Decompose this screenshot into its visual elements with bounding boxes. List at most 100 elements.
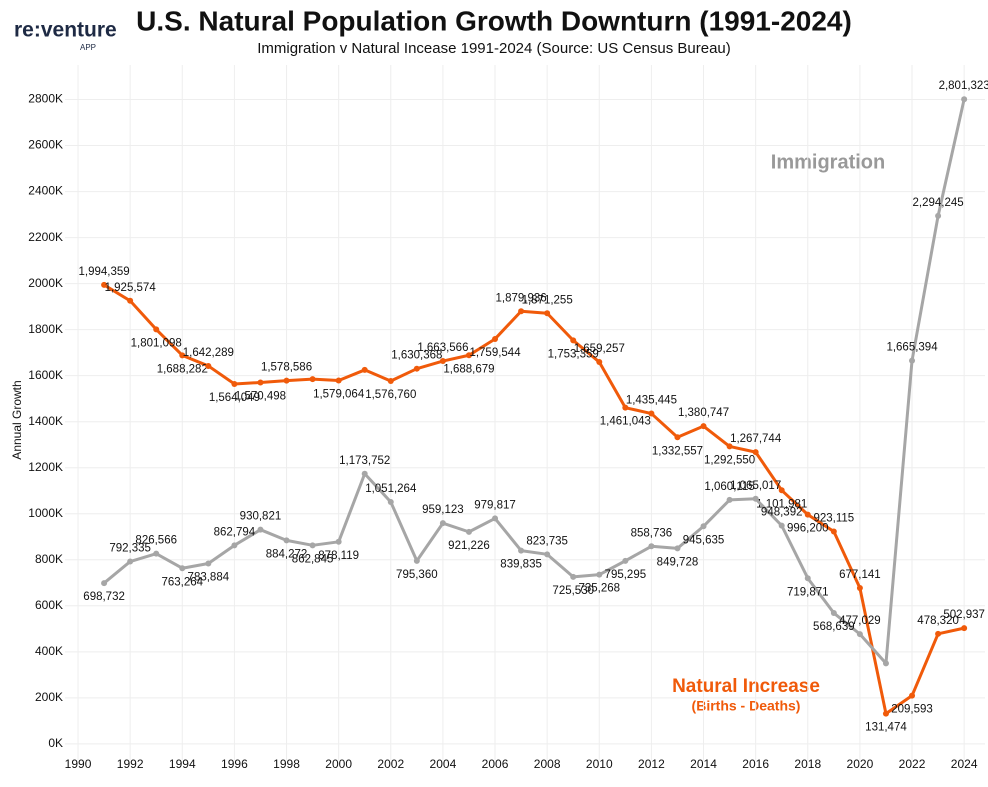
data-label: 930,821 (240, 511, 282, 523)
x-tick-label: 2022 (899, 757, 926, 771)
y-tick-label: 2400K (28, 184, 63, 198)
data-point (700, 523, 707, 530)
chart-subtitle: Immigration v Natural Incease 1991-2024 … (257, 40, 731, 57)
data-label: 1,994,359 (79, 266, 130, 278)
x-tick-label: 1994 (169, 757, 196, 771)
data-point (648, 543, 655, 550)
data-point (856, 585, 863, 592)
data-label: 2,294,245 (913, 197, 964, 209)
y-tick-label: 2800K (28, 92, 63, 106)
annotation: Immigration (771, 151, 885, 173)
data-label: 858,736 (631, 527, 673, 539)
x-tick-label: 1996 (221, 757, 248, 771)
data-label: 1,060,115 (704, 481, 754, 493)
data-point (101, 281, 108, 288)
data-label: 1,759,544 (469, 347, 521, 359)
data-label: 568,639 (813, 621, 855, 633)
data-point (882, 660, 889, 667)
data-label: 996,200 (787, 523, 829, 535)
chart-title: U.S. Natural Population Growth Downturn … (136, 5, 852, 36)
data-point (205, 560, 212, 567)
data-label: 1,267,744 (730, 433, 782, 445)
data-point (127, 558, 134, 565)
data-label: 502,937 (943, 609, 985, 621)
data-point (179, 352, 186, 359)
data-point (596, 571, 603, 578)
x-tick-label: 2008 (534, 757, 561, 771)
data-label: 1,801,098 (131, 337, 182, 349)
data-point (674, 434, 681, 441)
data-label: 1,688,282 (157, 363, 208, 375)
x-tick-label: 1990 (65, 757, 92, 771)
data-point (961, 625, 968, 632)
data-point (518, 308, 525, 315)
x-tick-label: 2016 (742, 757, 769, 771)
series-line (103, 283, 965, 716)
data-point (648, 410, 655, 417)
data-point (909, 692, 916, 699)
data-label: 1,101,981 (756, 498, 807, 510)
x-tick-label: 2024 (951, 757, 978, 771)
data-point (231, 542, 238, 549)
data-point (674, 545, 681, 552)
data-point (570, 337, 577, 344)
data-point (778, 522, 785, 529)
data-label: 1,065,017 (730, 480, 781, 492)
data-point (752, 449, 759, 456)
data-point (257, 526, 264, 533)
data-label: 735,268 (578, 583, 620, 595)
data-label: 1,435,445 (626, 395, 677, 407)
annotation: Natural Increase (672, 676, 820, 697)
data-label: 1,663,566 (417, 342, 468, 354)
data-point (726, 443, 733, 450)
data-label: 209,593 (891, 704, 933, 716)
data-label: 1,688,679 (443, 363, 494, 375)
data-point (439, 358, 446, 365)
data-label: 826,566 (135, 535, 177, 547)
data-point (909, 357, 916, 364)
logo: re:venture (14, 19, 117, 42)
data-point (961, 96, 968, 103)
data-label: 1,576,760 (365, 389, 416, 401)
data-label: 921,226 (448, 540, 490, 552)
data-point (153, 550, 160, 557)
data-point (622, 404, 629, 411)
x-tick-label: 2020 (847, 757, 874, 771)
data-point (935, 630, 942, 637)
data-label: 1,925,574 (105, 282, 157, 294)
data-point (413, 365, 420, 372)
data-point (700, 423, 707, 430)
data-point (335, 377, 342, 384)
data-point (465, 528, 472, 535)
logo-sub: APP (80, 43, 96, 52)
data-label: 839,835 (500, 559, 542, 571)
data-point (882, 710, 889, 717)
data-point (752, 495, 759, 502)
data-label: 1,659,257 (574, 343, 625, 355)
y-tick-label: 1800K (28, 322, 63, 336)
data-label: 1,871,255 (522, 294, 573, 306)
data-label: 477,029 (839, 615, 881, 627)
data-label: 795,295 (605, 569, 647, 581)
y-tick-label: 2200K (28, 230, 63, 244)
data-point (439, 520, 446, 527)
data-point (179, 565, 186, 572)
data-point (257, 379, 264, 386)
data-point (335, 538, 342, 545)
data-label: 945,635 (683, 534, 725, 546)
y-tick-label: 2600K (28, 138, 63, 152)
data-label: 1,578,586 (261, 362, 312, 374)
data-point (544, 551, 551, 558)
data-point (283, 537, 290, 544)
data-label: 823,735 (526, 535, 568, 547)
data-label: 948,392 (761, 507, 803, 519)
data-label: 849,728 (657, 556, 699, 568)
data-label: 763,264 (161, 576, 203, 588)
data-label: 1,665,394 (886, 342, 938, 354)
y-tick-label: 400K (35, 644, 63, 658)
data-point (101, 580, 108, 587)
data-point (387, 378, 394, 385)
data-label: 1,570,498 (235, 390, 286, 402)
data-label: 1,579,064 (313, 389, 365, 401)
